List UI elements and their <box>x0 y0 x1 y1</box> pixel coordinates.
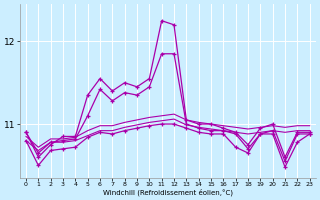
X-axis label: Windchill (Refroidissement éolien,°C): Windchill (Refroidissement éolien,°C) <box>103 188 233 196</box>
